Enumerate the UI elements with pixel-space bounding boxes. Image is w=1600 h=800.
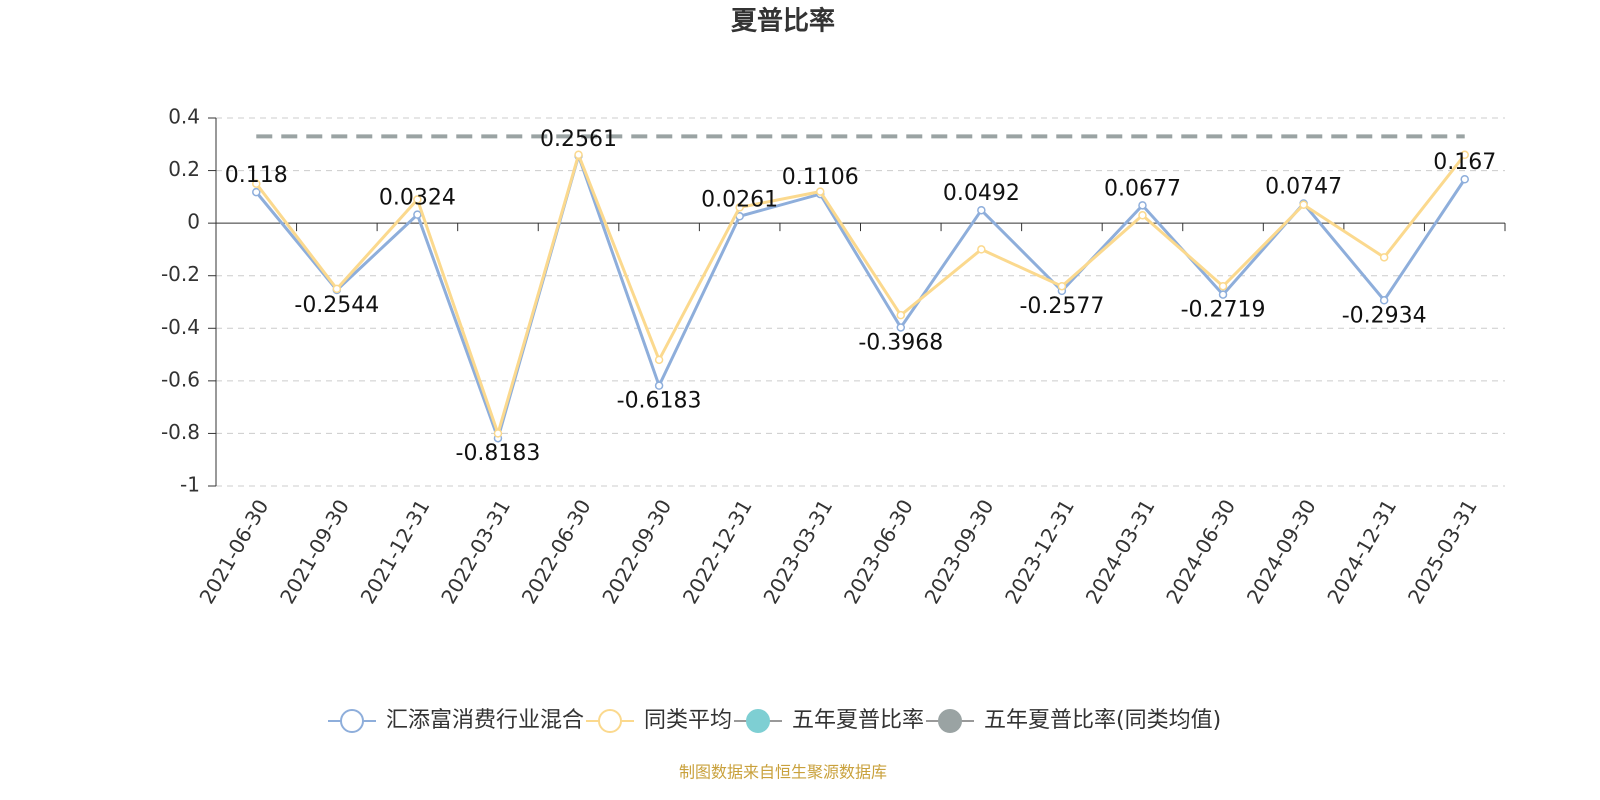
point: [1299, 200, 1308, 209]
data-label: -0.2577: [1019, 294, 1104, 319]
x-tick-label: 2021-12-31: [356, 495, 435, 608]
x-tick-label: 2021-09-30: [275, 495, 354, 608]
point: [815, 187, 825, 196]
point: [1460, 150, 1469, 160]
legend-marker: [598, 709, 622, 733]
data-label: -0.2934: [1342, 303, 1427, 328]
point: [896, 323, 906, 332]
y-tick-label: -0.8: [161, 420, 200, 444]
point: [1218, 281, 1228, 291]
x-tick-label: 2024-03-31: [1081, 495, 1160, 608]
point: [1460, 174, 1469, 184]
y-tick-label: 0.2: [168, 157, 200, 181]
legend-marker: [340, 709, 364, 733]
point: [1138, 211, 1147, 220]
point: [1379, 253, 1389, 262]
data-label: 0.1106: [782, 165, 859, 190]
y-tick-label: -1: [180, 473, 200, 497]
y-tick-label: -0.6: [161, 367, 200, 391]
data-label: -0.8183: [456, 441, 541, 466]
point: [977, 245, 986, 254]
data-label: 0.0324: [379, 186, 456, 211]
point: [413, 195, 422, 204]
x-tick-label: 2023-03-31: [758, 495, 837, 608]
data-label: 0.2561: [540, 127, 617, 152]
point: [1218, 290, 1228, 299]
point: [574, 150, 583, 160]
point: [252, 187, 261, 197]
point: [493, 429, 503, 438]
point: [896, 310, 906, 320]
point: [1057, 281, 1067, 291]
x-tick-label: 2023-06-30: [839, 495, 918, 608]
data-label: -0.3968: [858, 330, 943, 355]
point: [735, 203, 744, 212]
source-note: 制图数据来自恒生聚源数据库: [679, 763, 887, 782]
y-tick-label: 0.4: [168, 105, 200, 129]
point: [654, 381, 664, 390]
y-tick-label: 0: [187, 210, 200, 234]
legend-label: 五年夏普比率(同类均值): [984, 708, 1221, 733]
point: [977, 205, 986, 215]
y-tick-label: -0.4: [161, 315, 200, 339]
x-tick-label: 2023-09-30: [920, 495, 999, 608]
data-label: 0.167: [1433, 150, 1496, 175]
data-label: 0.118: [225, 163, 288, 188]
data-label: 0.0492: [943, 181, 1020, 206]
point: [654, 355, 664, 365]
x-tick-label: 2021-06-30: [194, 495, 273, 608]
point: [332, 284, 342, 294]
point: [1138, 201, 1147, 210]
x-tick-label: 2024-09-30: [1242, 495, 1321, 608]
data-label: -0.2544: [294, 293, 379, 318]
legend-label: 同类平均: [644, 708, 732, 733]
data-label: 0.0747: [1265, 175, 1342, 200]
x-tick-label: 2023-12-31: [1000, 495, 1079, 608]
series-line: [255, 150, 1466, 439]
x-tick-label: 2022-03-31: [436, 495, 515, 608]
legend-label: 汇添富消费行业混合: [386, 708, 584, 733]
legend-label: 五年夏普比率: [792, 708, 924, 733]
x-tick-label: 2022-09-30: [597, 495, 676, 608]
point: [252, 179, 261, 188]
legend-marker: [938, 709, 962, 733]
data-label: 0.0677: [1104, 176, 1181, 201]
chart-title: 夏普比率: [731, 6, 835, 37]
legend-marker: [746, 709, 770, 733]
x-tick-label: 2022-12-31: [678, 495, 757, 608]
point: [413, 210, 422, 219]
series-line: [255, 150, 1466, 444]
x-tick-label: 2025-03-31: [1403, 495, 1482, 608]
data-label: 0.0261: [701, 187, 778, 212]
data-label: -0.2719: [1181, 298, 1266, 323]
x-tick-label: 2022-06-30: [517, 495, 596, 608]
data-label: -0.6183: [617, 389, 702, 414]
x-tick-label: 2024-06-30: [1161, 495, 1240, 608]
y-tick-label: -0.2: [161, 262, 200, 286]
point: [1379, 296, 1389, 305]
x-tick-label: 2024-12-31: [1322, 495, 1401, 608]
